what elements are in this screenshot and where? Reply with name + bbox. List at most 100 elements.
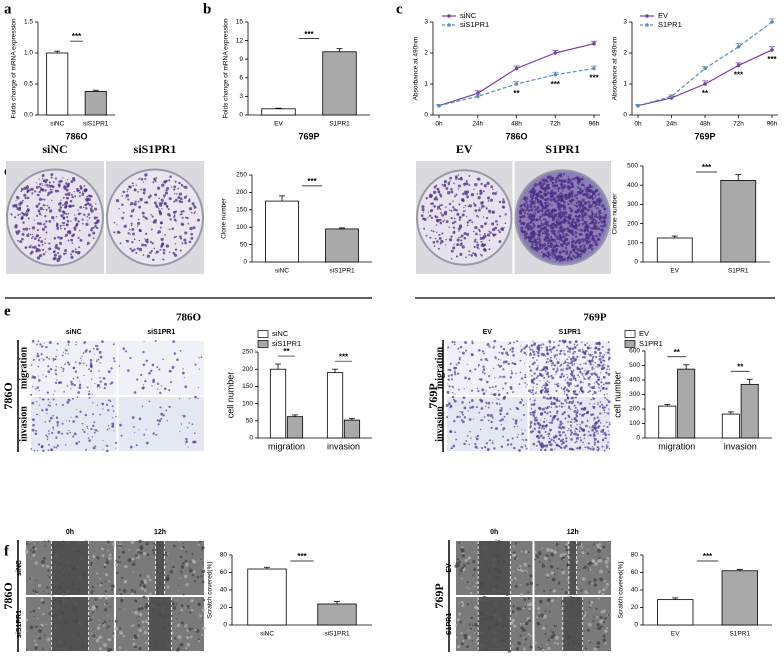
colony	[190, 233, 193, 236]
cell	[564, 353, 566, 355]
colony	[173, 186, 176, 189]
cell	[108, 400, 109, 401]
cell-texture	[133, 572, 134, 573]
cell	[559, 434, 562, 437]
colony	[474, 183, 477, 186]
cell	[113, 343, 115, 345]
colony	[39, 212, 41, 214]
cell	[538, 344, 541, 347]
colony	[44, 223, 46, 225]
colony	[67, 220, 70, 223]
cell	[477, 390, 479, 392]
colony	[536, 248, 539, 251]
cell	[568, 428, 569, 429]
colony	[526, 201, 528, 203]
cell	[576, 394, 578, 396]
cell	[130, 446, 133, 449]
cell	[608, 400, 611, 403]
colony	[490, 185, 493, 188]
cell-texture	[193, 560, 196, 563]
colony	[25, 213, 28, 216]
cell	[167, 420, 168, 421]
cell	[599, 376, 601, 378]
cell-texture	[25, 550, 29, 554]
cell	[542, 436, 545, 439]
cell	[93, 421, 95, 423]
cell	[567, 421, 569, 423]
colony	[585, 217, 586, 218]
cell-texture	[173, 606, 176, 609]
cell-texture	[476, 586, 478, 588]
cell	[510, 408, 511, 409]
colony	[27, 190, 28, 191]
colony	[588, 215, 591, 218]
cell-texture	[540, 648, 542, 650]
colony	[552, 189, 553, 190]
cell	[551, 419, 553, 421]
cell-texture	[43, 649, 44, 650]
legend-label: siS1PR1	[272, 339, 301, 348]
cell	[67, 385, 68, 386]
colony	[601, 229, 603, 231]
colony	[161, 184, 164, 187]
x-tick-label: siNC	[260, 631, 274, 638]
cell	[594, 444, 596, 446]
cell	[125, 350, 127, 352]
cell	[592, 446, 593, 447]
colony	[132, 185, 134, 187]
colony	[176, 193, 178, 195]
cell-texture	[115, 560, 117, 562]
colony	[577, 194, 579, 196]
cell	[111, 381, 113, 383]
cell-texture	[47, 638, 50, 641]
colony	[527, 213, 529, 215]
image-row-label: invasion	[18, 406, 29, 442]
colony	[31, 188, 34, 191]
cell	[481, 447, 483, 449]
cell-texture	[134, 599, 137, 602]
y-tick-label: 300	[629, 391, 640, 398]
colony	[176, 236, 177, 237]
cell	[63, 352, 64, 353]
cell	[564, 399, 567, 402]
colony	[137, 225, 138, 226]
x-tick-label: S1PR1	[729, 631, 750, 638]
colony	[458, 230, 459, 231]
cell	[537, 375, 539, 377]
cell	[508, 344, 509, 345]
cell	[546, 362, 547, 363]
colony	[436, 219, 439, 222]
y-tick-label: 1	[424, 81, 428, 88]
cell	[201, 356, 203, 358]
colony	[561, 245, 564, 248]
cell-texture	[589, 602, 591, 604]
cell-texture	[557, 550, 559, 552]
cell	[520, 372, 522, 374]
cell	[156, 366, 158, 368]
cell	[71, 383, 74, 386]
cell	[37, 450, 38, 451]
significance: ***	[589, 74, 599, 83]
cell	[567, 384, 570, 387]
colony	[544, 243, 546, 245]
colony	[599, 217, 601, 219]
micrograph	[31, 397, 117, 451]
cell	[46, 356, 48, 358]
cell	[587, 419, 588, 420]
cell-texture	[102, 554, 105, 557]
colony	[484, 249, 487, 252]
colony	[453, 226, 455, 228]
cell-texture	[38, 629, 42, 633]
colony	[38, 186, 40, 188]
colony	[588, 206, 590, 208]
cell-texture	[538, 551, 542, 555]
x-tick-label: siNC	[50, 121, 64, 128]
cell	[607, 365, 609, 367]
cell	[549, 349, 552, 352]
cell	[99, 387, 100, 388]
cell	[500, 359, 501, 360]
cell-texture	[525, 638, 527, 640]
cell	[573, 369, 575, 371]
y-tick-label: 150	[242, 383, 253, 390]
cell	[592, 354, 593, 355]
